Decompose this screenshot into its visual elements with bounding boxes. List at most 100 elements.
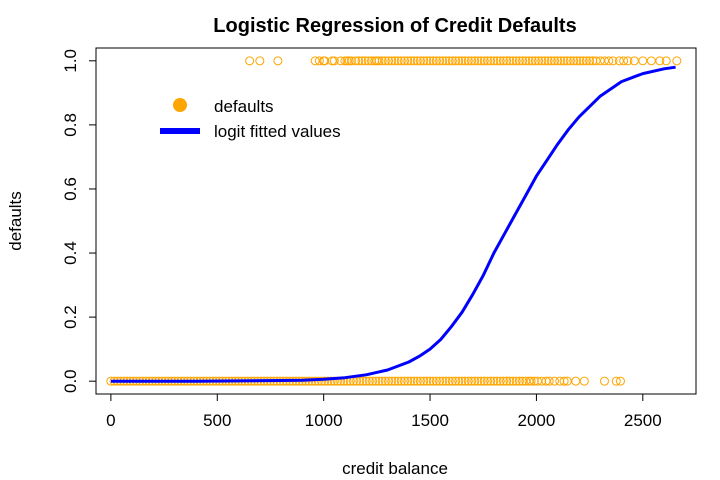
- data-point-no-default: [489, 376, 499, 386]
- data-point-no-default: [463, 376, 473, 386]
- data-point-no-default: [451, 376, 461, 386]
- data-point-no-default: [579, 376, 589, 386]
- data-point-default: [508, 56, 518, 66]
- data-point-no-default: [486, 376, 496, 386]
- data-point-no-default: [409, 376, 419, 386]
- y-tick-label: 1.0: [61, 49, 80, 73]
- x-tick-label: 2000: [518, 411, 556, 430]
- data-point-default: [372, 56, 382, 66]
- data-point-default: [479, 56, 489, 66]
- data-point-no-default: [406, 376, 416, 386]
- data-point-no-default: [422, 376, 432, 386]
- data-point-no-default: [532, 376, 542, 386]
- data-point-no-default: [562, 376, 572, 386]
- fit-line-layer: [110, 65, 676, 383]
- data-point-default: [581, 56, 591, 66]
- data-point-default: [419, 56, 429, 66]
- data-point-default: [595, 56, 605, 66]
- data-point-default: [393, 56, 403, 66]
- data-point-no-default: [482, 376, 492, 386]
- data-point-no-default: [323, 376, 333, 386]
- data-point-no-default: [431, 376, 441, 386]
- data-point-no-default: [364, 376, 374, 386]
- data-point-no-default: [526, 376, 536, 386]
- data-point-default: [559, 56, 569, 66]
- data-point-default: [655, 56, 665, 66]
- x-tick-label: 500: [203, 411, 231, 430]
- data-point-default: [428, 56, 438, 66]
- data-point-no-default: [529, 376, 539, 386]
- data-point-no-default: [320, 376, 330, 386]
- data-point-default: [327, 56, 337, 66]
- x-tick-label: 2500: [624, 411, 662, 430]
- data-point-default: [521, 56, 531, 66]
- data-point-no-default: [415, 376, 425, 386]
- data-point-no-default: [412, 376, 422, 386]
- data-point-no-default: [419, 376, 429, 386]
- data-point-no-default: [511, 376, 521, 386]
- data-point-default: [623, 56, 633, 66]
- data-point-default: [619, 56, 629, 66]
- data-point-default: [370, 56, 380, 66]
- data-point-default: [604, 56, 614, 66]
- data-point-default: [444, 56, 454, 66]
- data-point-default: [518, 56, 528, 66]
- data-point-default: [390, 56, 400, 66]
- data-point-default: [608, 56, 618, 66]
- legend-label-line: logit fitted values: [214, 122, 341, 141]
- data-point-no-default: [571, 376, 581, 386]
- data-point-no-default: [390, 376, 400, 386]
- x-tick-label: 1500: [411, 411, 449, 430]
- data-point-no-default: [479, 376, 489, 386]
- points-layer: [106, 56, 682, 386]
- data-point-default: [546, 56, 556, 66]
- data-point-default: [492, 56, 502, 66]
- data-point-no-default: [518, 376, 528, 386]
- data-point-no-default: [368, 376, 378, 386]
- data-point-no-default: [377, 376, 387, 386]
- data-point-no-default: [425, 376, 435, 386]
- data-point-default: [320, 56, 330, 66]
- y-axis-label: defaults: [6, 191, 25, 251]
- data-point-default: [314, 56, 324, 66]
- data-point-default: [524, 56, 534, 66]
- data-point-default: [588, 56, 598, 66]
- data-point-no-default: [600, 376, 610, 386]
- data-point-no-default: [498, 376, 508, 386]
- data-point-default: [467, 56, 477, 66]
- data-point-default: [556, 56, 566, 66]
- data-point-default: [470, 56, 480, 66]
- data-point-default: [502, 56, 512, 66]
- data-point-default: [553, 56, 563, 66]
- data-point-no-default: [460, 376, 470, 386]
- data-point-no-default: [541, 376, 551, 386]
- data-point-no-default: [537, 376, 547, 386]
- data-point-default: [360, 56, 370, 66]
- legend: defaults logit fitted values: [160, 97, 341, 141]
- data-point-no-default: [403, 376, 413, 386]
- data-point-default: [387, 56, 397, 66]
- data-point-no-default: [559, 376, 569, 386]
- data-point-default: [400, 56, 410, 66]
- x-axis-label: credit balance: [342, 459, 448, 478]
- data-point-default: [354, 56, 364, 66]
- data-point-default: [565, 56, 575, 66]
- data-point-no-default: [611, 376, 621, 386]
- y-tick-label: 0.4: [61, 241, 80, 265]
- data-point-no-default: [387, 376, 397, 386]
- data-point-no-default: [457, 376, 467, 386]
- data-point-default: [505, 56, 515, 66]
- data-point-no-default: [615, 376, 625, 386]
- data-point-no-default: [514, 376, 524, 386]
- data-point-default: [329, 56, 339, 66]
- data-point-no-default: [380, 376, 390, 386]
- data-point-default: [422, 56, 432, 66]
- data-point-default: [543, 56, 553, 66]
- data-point-default: [614, 56, 624, 66]
- data-point-default: [384, 56, 394, 66]
- data-point-default: [454, 56, 464, 66]
- data-point-default: [473, 56, 483, 66]
- data-point-default: [489, 56, 499, 66]
- data-point-no-default: [400, 376, 410, 386]
- data-point-default: [340, 56, 350, 66]
